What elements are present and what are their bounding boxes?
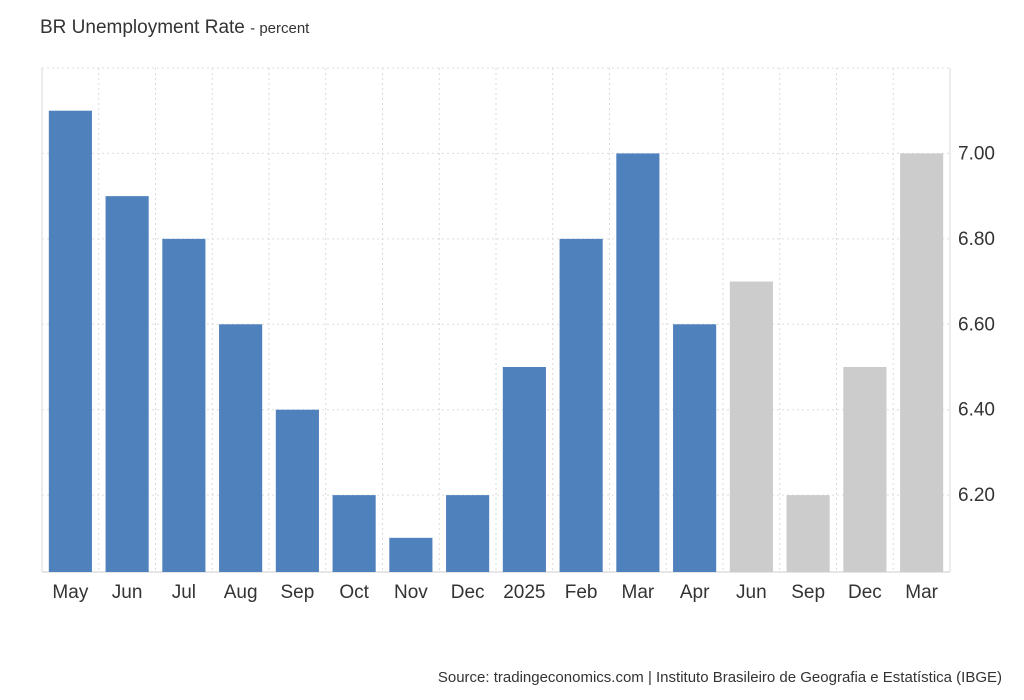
bar-forecast-12[interactable] xyxy=(729,281,773,572)
x-axis-labels: May Jun Jul Aug Sep Oct Nov Dec 2025 Feb Mar Apr Jun… xyxy=(52,582,938,603)
bar-actual-2[interactable] xyxy=(162,238,206,572)
x-tick-label: Apr xyxy=(680,582,710,603)
y-tick-label: 6.40 xyxy=(958,400,995,421)
y-tick-label: 6.20 xyxy=(958,485,995,506)
y-tick-label: 6.60 xyxy=(958,314,995,335)
x-tick-label: Feb xyxy=(565,582,598,603)
x-tick-label: Aug xyxy=(224,582,258,603)
x-tick-label: Sep xyxy=(791,582,825,603)
bar-actual-0[interactable] xyxy=(48,110,92,573)
y-tick-label: 6.80 xyxy=(958,229,995,250)
chart-title-text: BR Unemployment Rate xyxy=(40,17,245,38)
bars xyxy=(48,110,944,573)
y-axis-labels: 6.20 6.40 6.60 6.80 7.00 xyxy=(958,143,995,506)
x-tick-label: Mar xyxy=(905,582,938,603)
bar-forecast-13[interactable] xyxy=(786,495,830,572)
bar-actual-7[interactable] xyxy=(446,495,490,572)
x-tick-label: May xyxy=(52,582,88,603)
bar-forecast-15[interactable] xyxy=(900,153,944,573)
bar-actual-6[interactable] xyxy=(389,537,433,572)
y-tick-label: 7.00 xyxy=(958,143,995,164)
x-tick-label: Nov xyxy=(394,582,428,603)
x-tick-label: 2025 xyxy=(503,582,545,603)
source-note: Source: tradingeconomics.com | Instituto… xyxy=(437,669,1002,686)
x-tick-label: Dec xyxy=(451,582,485,603)
bar-actual-5[interactable] xyxy=(332,495,376,572)
bar-actual-9[interactable] xyxy=(559,238,603,572)
x-tick-label: Oct xyxy=(339,582,369,603)
x-tick-label: Jun xyxy=(736,582,767,603)
x-tick-label: Mar xyxy=(622,582,655,603)
bar-actual-3[interactable] xyxy=(219,324,263,572)
x-tick-label: Dec xyxy=(848,582,882,603)
bar-actual-8[interactable] xyxy=(502,366,546,572)
x-tick-label: Jun xyxy=(112,582,143,603)
bar-actual-11[interactable] xyxy=(673,324,717,572)
chart-title: BR Unemployment Rate - percent xyxy=(40,17,309,39)
x-tick-label: Jul xyxy=(172,582,196,603)
bar-actual-1[interactable] xyxy=(105,196,149,572)
chart-subtitle: - percent xyxy=(250,20,310,37)
bar-forecast-14[interactable] xyxy=(843,366,887,572)
x-tick-label: Sep xyxy=(280,582,314,603)
bar-actual-4[interactable] xyxy=(275,409,319,572)
bar-actual-10[interactable] xyxy=(616,153,660,573)
